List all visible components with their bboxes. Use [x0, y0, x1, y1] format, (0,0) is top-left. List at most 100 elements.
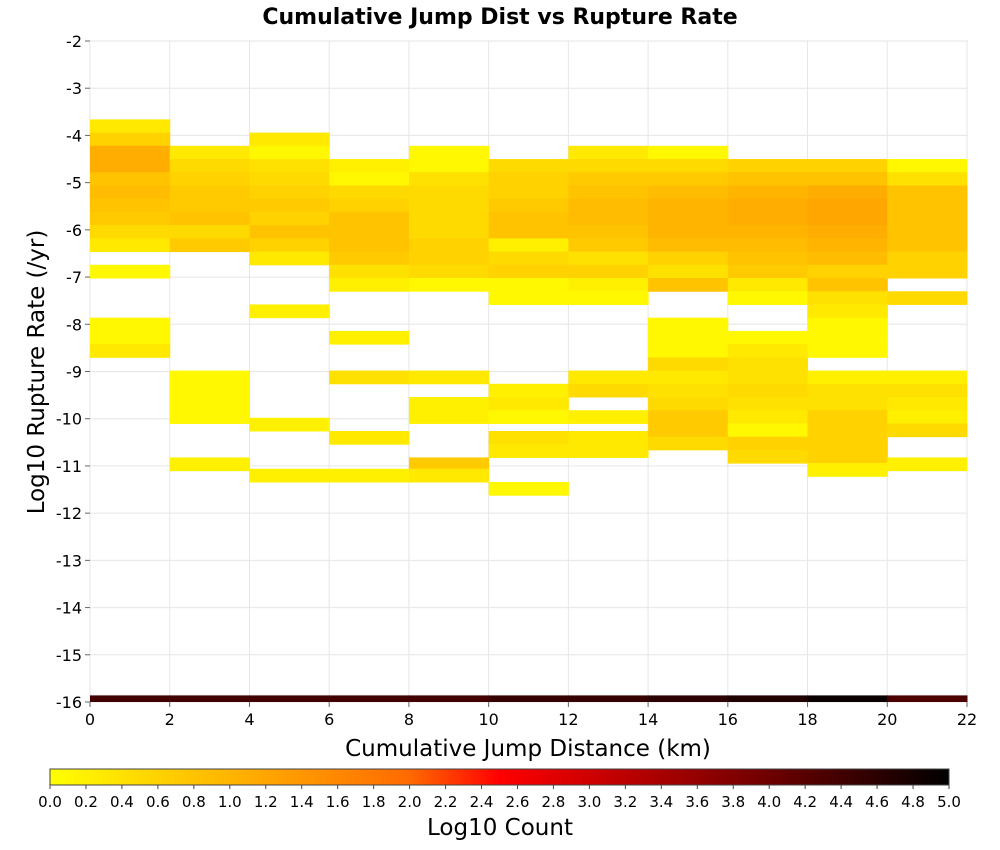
- heatmap-cell: [329, 185, 410, 200]
- y-tick-label: -8: [66, 315, 82, 334]
- heatmap-cell: [408, 410, 490, 424]
- heatmap-cell: [807, 463, 888, 477]
- heatmap-cell: [807, 396, 888, 411]
- heatmap-cells: [90, 119, 968, 702]
- colorbar-tick-label: 0.0: [38, 793, 62, 811]
- heatmap-cell: [727, 278, 809, 292]
- heatmap-cell: [408, 370, 490, 385]
- heatmap-cell: [887, 251, 968, 266]
- heatmap-cell: [408, 238, 490, 253]
- heatmap-cell: [169, 238, 250, 253]
- y-tick-label: -11: [56, 457, 82, 476]
- heatmap-cell: [488, 211, 569, 226]
- colorbar-label: Log10 Count: [427, 815, 573, 841]
- heatmap-cell: [648, 185, 729, 200]
- colorbar-tick-label: 1.8: [362, 793, 386, 811]
- heatmap-cell-bottom: [169, 695, 250, 702]
- heatmap-cell: [807, 211, 888, 226]
- heatmap-cell: [807, 436, 888, 451]
- heatmap-cell: [90, 317, 171, 332]
- heatmap-cell: [408, 264, 490, 279]
- heatmap-cell-bottom: [90, 695, 171, 702]
- y-axis-label: Log10 Rupture Rate (/yr): [24, 230, 50, 515]
- heatmap-cell: [408, 251, 490, 266]
- heatmap-cell: [807, 172, 888, 186]
- x-tick-label: 14: [638, 710, 658, 729]
- heatmap-cell: [727, 264, 809, 279]
- heatmap-cell: [568, 145, 649, 160]
- heatmap-cell: [249, 251, 330, 266]
- heatmap-cell: [169, 145, 250, 160]
- heatmap-cell: [249, 417, 330, 432]
- heatmap-cell: [169, 457, 250, 472]
- colorbar-tick-label: 1.2: [254, 793, 278, 811]
- heatmap-cell: [568, 251, 649, 266]
- heatmap-cell: [568, 278, 649, 292]
- heatmap-cell: [329, 370, 410, 385]
- heatmap-cell: [249, 468, 330, 483]
- heatmap-cell: [807, 344, 888, 358]
- heatmap-cell: [488, 225, 569, 239]
- heatmap-cell: [568, 383, 649, 398]
- heatmap-cell: [727, 159, 809, 173]
- x-axis-ticks: 0 2 4 6 8 10 12 14 16 18 20 22: [85, 702, 977, 729]
- heatmap-cell-bottom: [249, 695, 330, 702]
- heatmap-cell: [887, 410, 968, 424]
- heatmap-cell: [568, 291, 649, 305]
- heatmap-cell: [488, 444, 569, 458]
- heatmap-cell: [90, 198, 171, 213]
- heatmap-cell: [648, 264, 729, 279]
- heatmap-cell: [887, 423, 968, 438]
- heatmap-cell: [807, 317, 888, 332]
- heatmap-cell: [727, 436, 809, 451]
- colorbar-tick-label: 4.0: [757, 793, 781, 811]
- x-tick-label: 0: [85, 710, 95, 729]
- heatmap-cell: [488, 291, 569, 305]
- heatmap-cell: [648, 225, 729, 239]
- heatmap-cell: [727, 172, 809, 186]
- heatmap-cell: [488, 430, 569, 445]
- heatmap-cell: [887, 383, 968, 398]
- heatmap-cell: [408, 211, 490, 226]
- heatmap-cell: [887, 291, 968, 305]
- heatmap-cell: [488, 264, 569, 279]
- heatmap-cell: [807, 159, 888, 173]
- heatmap-cell: [408, 457, 490, 472]
- heatmap-cell: [488, 383, 569, 398]
- heatmap-cell: [887, 198, 968, 213]
- heatmap-cell: [727, 211, 809, 226]
- y-tick-label: -13: [56, 551, 82, 570]
- heatmap-cell: [408, 468, 490, 483]
- heatmap-cell: [727, 330, 809, 345]
- heatmap-cell: [408, 159, 490, 173]
- heatmap-cell-bottom: [727, 695, 809, 702]
- heatmap-cell: [90, 159, 171, 173]
- colorbar: [49, 768, 950, 786]
- x-tick-label: 20: [877, 710, 897, 729]
- x-tick-label: 2: [165, 710, 175, 729]
- heatmap-cell: [648, 278, 729, 292]
- heatmap-cell: [648, 211, 729, 226]
- colorbar-tick-label: 4.6: [865, 793, 889, 811]
- heatmap-cell: [807, 449, 888, 464]
- x-tick-label: 12: [558, 710, 578, 729]
- heatmap-cell: [408, 225, 490, 239]
- colorbar-tick-label: 0.6: [146, 793, 170, 811]
- heatmap-cell: [648, 330, 729, 345]
- y-tick-label: -9: [66, 363, 82, 382]
- colorbar-tick-label: 2.4: [470, 793, 494, 811]
- heatmap-cell: [568, 410, 649, 424]
- heatmap-cell: [488, 410, 569, 424]
- heatmap-cell: [329, 238, 410, 253]
- heatmap-cell: [249, 145, 330, 160]
- heatmap-cell: [727, 198, 809, 213]
- heatmap-cell: [329, 251, 410, 266]
- heatmap-cell: [887, 457, 968, 472]
- y-tick-label: -3: [66, 79, 82, 98]
- heatmap-cell: [727, 357, 809, 372]
- heatmap-cell: [90, 330, 171, 345]
- heatmap-cell: [887, 396, 968, 411]
- colorbar-tick-label: 3.2: [613, 793, 637, 811]
- heatmap-cell: [249, 159, 330, 173]
- heatmap-cell: [90, 185, 171, 200]
